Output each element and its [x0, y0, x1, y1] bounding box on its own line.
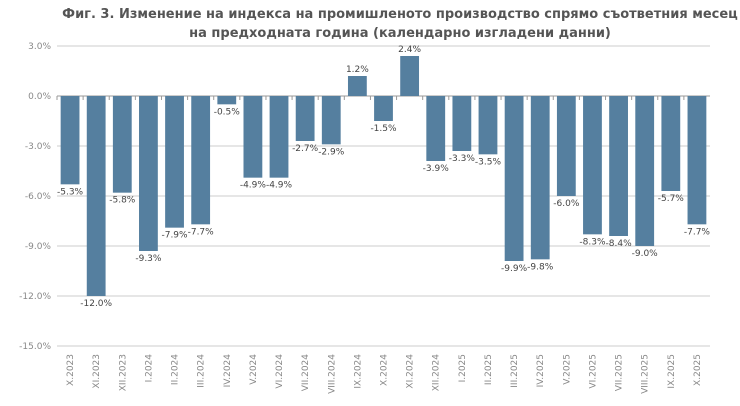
x-tick-label: X.2025 [693, 354, 703, 386]
y-tick-label: -12.0% [19, 292, 51, 302]
data-label: -3.5% [475, 157, 502, 167]
x-tick-label: VIII.2024 [327, 354, 337, 394]
x-tick-label: VII.2025 [615, 354, 625, 391]
data-label: -9.9% [501, 264, 528, 274]
bar [687, 96, 707, 225]
data-label: -5.8% [109, 196, 136, 206]
x-tick-label: XI.2023 [92, 354, 102, 389]
y-tick-label: 3.0% [28, 42, 51, 52]
data-label: -9.8% [527, 262, 554, 272]
bar [165, 96, 184, 228]
data-label: -2.7% [292, 144, 319, 154]
data-label: -4.9% [266, 181, 293, 191]
x-tick-label: XII.2023 [118, 354, 128, 391]
x-tick-label: IV.2025 [536, 354, 546, 387]
x-tick-label: IX.2025 [667, 354, 677, 389]
data-label: -7.7% [188, 227, 215, 237]
bar [504, 96, 524, 261]
x-tick-label: VI.2024 [275, 354, 285, 389]
x-tick-label: V.2024 [249, 354, 259, 385]
x-tick-label: III.2025 [510, 354, 520, 388]
x-tick-label: IX.2024 [353, 354, 363, 389]
x-tick-label: X.2023 [66, 354, 76, 386]
data-label: -2.9% [318, 147, 345, 157]
bar [452, 96, 472, 151]
data-label: -4.9% [240, 181, 267, 191]
data-label: 2.4% [398, 45, 421, 55]
bar [583, 96, 602, 235]
bar [635, 96, 655, 246]
y-tick-label: -15.0% [19, 342, 51, 352]
bar [347, 76, 367, 96]
bar [191, 96, 211, 225]
bar [217, 96, 237, 105]
data-label: 1.2% [346, 65, 369, 75]
y-tick-label: -3.0% [25, 142, 52, 152]
data-label: -7.9% [161, 231, 188, 241]
bar [478, 96, 498, 155]
bar [556, 96, 576, 196]
bar [112, 96, 132, 193]
bar [139, 96, 158, 251]
data-label: -8.4% [606, 239, 633, 249]
bar [269, 96, 289, 178]
x-tick-label: V.2025 [562, 354, 572, 385]
bar [661, 96, 681, 191]
y-tick-label: 0.0% [28, 92, 51, 102]
x-tick-label: I.2025 [458, 354, 468, 382]
data-label: -3.3% [449, 154, 476, 164]
bar [374, 96, 393, 121]
y-tick-label: -9.0% [25, 242, 52, 252]
data-label: -9.0% [632, 249, 659, 259]
bar [295, 96, 315, 141]
bar [86, 96, 106, 296]
x-tick-label: XII.2024 [432, 354, 442, 392]
x-tick-label: VII.2024 [301, 354, 311, 392]
bar [243, 96, 263, 178]
x-tick-label: III.2024 [197, 354, 207, 388]
bar [321, 96, 341, 145]
data-label: -8.3% [579, 237, 606, 247]
chart-title: Фиг. 3. Изменение на индекса на промишле… [62, 7, 738, 41]
x-tick-label: II.2024 [171, 354, 181, 385]
x-tick-label: VI.2025 [588, 354, 598, 389]
data-label: -0.5% [214, 107, 241, 117]
x-tick-label: X.2024 [380, 354, 390, 386]
data-label: -3.9% [423, 164, 450, 174]
bar [60, 96, 80, 185]
data-label: -1.5% [370, 124, 397, 134]
x-tick-label: VIII.2025 [641, 354, 651, 394]
bar [530, 96, 550, 260]
data-label: -6.0% [553, 199, 580, 209]
x-tick-label: I.2024 [144, 354, 154, 383]
x-tick-label: XI.2024 [406, 354, 416, 389]
x-tick-label: IV.2024 [223, 354, 233, 388]
bar [426, 96, 446, 161]
data-label: -12.0% [80, 299, 112, 309]
data-label: -5.3% [57, 187, 84, 197]
bar [609, 96, 628, 236]
y-tick-label: -6.0% [25, 192, 52, 202]
x-tick-label: II.2025 [484, 354, 494, 385]
bar [400, 56, 420, 96]
data-label: -5.7% [658, 194, 685, 204]
data-label: -9.3% [135, 254, 162, 264]
data-label: -7.7% [684, 227, 711, 237]
